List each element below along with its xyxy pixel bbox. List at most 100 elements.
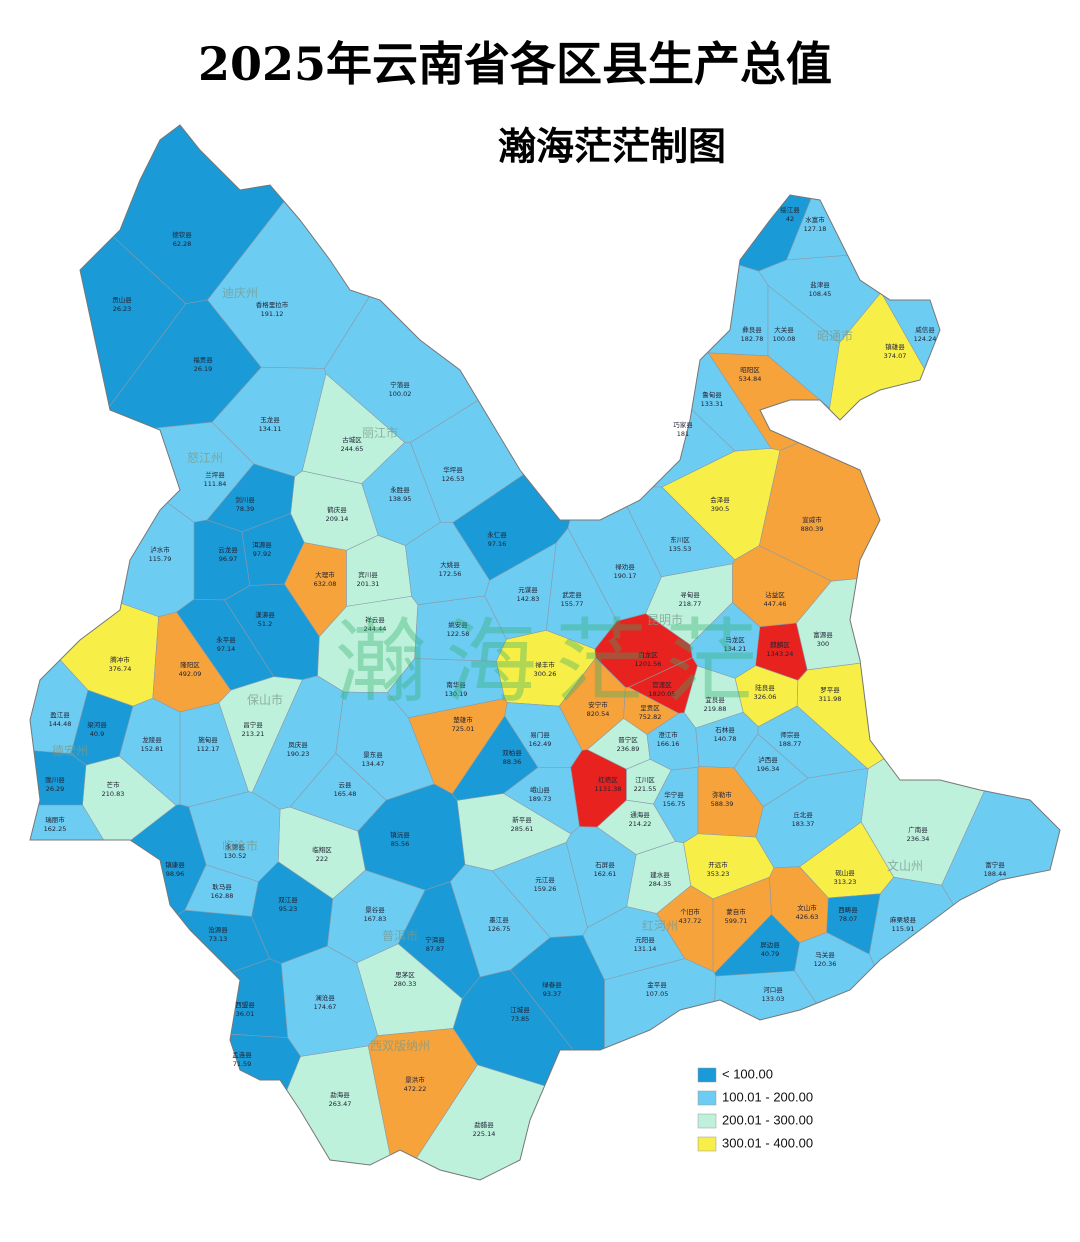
county-name: 寻甸县 bbox=[680, 590, 700, 599]
county-name: 巧家县 bbox=[673, 420, 693, 429]
county-name: 峨山县 bbox=[530, 785, 550, 794]
county-name: 漾濞县 bbox=[255, 610, 275, 619]
county-name: 勐海县 bbox=[330, 1090, 350, 1099]
county bbox=[491, 842, 588, 938]
county-value: 96.97 bbox=[219, 555, 238, 563]
county-value: 133.31 bbox=[701, 400, 724, 408]
county-value: 222 bbox=[316, 855, 328, 863]
county-name: 昌宁县 bbox=[243, 720, 263, 729]
county-value: 588.39 bbox=[711, 800, 734, 808]
county-value: 144.48 bbox=[49, 720, 72, 728]
county-name: 师宗县 bbox=[780, 730, 800, 739]
legend-swatch bbox=[697, 1067, 717, 1083]
county-value: 1201.56 bbox=[635, 660, 662, 668]
legend: < 100.00 100.01 - 200.00 200.01 - 300.00 30… bbox=[697, 1066, 813, 1152]
county-name: 昭阳区 bbox=[740, 365, 760, 374]
legend-swatch bbox=[697, 1113, 717, 1129]
county-name: 景谷县 bbox=[365, 905, 385, 914]
county-name: 施甸县 bbox=[198, 735, 218, 744]
county-name: 宾川县 bbox=[358, 570, 378, 579]
county-name: 华宁县 bbox=[664, 790, 684, 799]
county-name: 勐腊县 bbox=[474, 1120, 494, 1129]
county bbox=[30, 1025, 301, 1180]
county bbox=[551, 205, 769, 357]
county-value: 326.06 bbox=[754, 693, 777, 701]
county-value: 165.48 bbox=[334, 790, 357, 798]
county-value: 374.07 bbox=[884, 352, 907, 360]
county-value: 159.26 bbox=[534, 885, 557, 893]
county-value: 1343.24 bbox=[767, 650, 794, 658]
county-name: 祥云县 bbox=[365, 615, 385, 624]
county-value: 78.07 bbox=[839, 915, 858, 923]
county bbox=[594, 613, 693, 688]
county-name: 通海县 bbox=[630, 810, 650, 819]
county-value: 126.53 bbox=[442, 475, 465, 483]
county-name: 双柏县 bbox=[502, 748, 522, 757]
county-value: 181 bbox=[677, 430, 689, 438]
county-name: 澜沧县 bbox=[315, 993, 335, 1002]
county-name: 兰坪县 bbox=[205, 470, 225, 479]
county-value: 78.39 bbox=[236, 505, 255, 513]
county-value: 134.11 bbox=[259, 425, 282, 433]
county-value: 97.16 bbox=[488, 540, 507, 548]
county-value: 236.89 bbox=[617, 745, 640, 753]
county bbox=[346, 534, 412, 607]
county-value: 73.13 bbox=[209, 935, 228, 943]
prefecture-label: 普洱市 bbox=[382, 928, 418, 943]
county-value: 134.21 bbox=[724, 645, 747, 653]
county bbox=[626, 841, 692, 914]
county-name: 东川区 bbox=[670, 535, 690, 544]
county-value: 167.83 bbox=[364, 915, 387, 923]
county-name: 古城区 bbox=[342, 435, 362, 444]
county-name: 鲁甸县 bbox=[702, 390, 722, 399]
watermark: 瀚海茫茫 bbox=[335, 609, 775, 716]
county-value: 100.08 bbox=[773, 335, 796, 343]
county-name: 元阳县 bbox=[635, 935, 655, 944]
county bbox=[880, 125, 1060, 557]
county-name: 蒙自市 bbox=[726, 907, 746, 916]
prefecture-label: 临沧市 bbox=[222, 838, 258, 853]
county-name: 永胜县 bbox=[390, 485, 410, 494]
labels: 德钦县62.28贡山县26.23福贡县26.19香格里拉市191.12兰坪县11… bbox=[44, 205, 1007, 1138]
county-value: 447.46 bbox=[764, 600, 787, 608]
county bbox=[794, 932, 999, 1180]
county-name: 砚山县 bbox=[835, 868, 855, 877]
county-value: 244.65 bbox=[341, 445, 364, 453]
county-value: 300.26 bbox=[534, 670, 557, 678]
county-name: 弥勒市 bbox=[712, 790, 732, 799]
county-value: 130.52 bbox=[224, 852, 247, 860]
county-name: 镇沅县 bbox=[390, 830, 410, 839]
county-name: 凤庆县 bbox=[288, 740, 308, 749]
county-name: 香格里拉市 bbox=[256, 300, 289, 309]
county-value: 124.24 bbox=[914, 335, 937, 343]
county-name: 建水县 bbox=[650, 870, 670, 879]
county-name: 永德县 bbox=[225, 842, 245, 851]
county-value: 218.77 bbox=[679, 600, 702, 608]
county-value: 182.78 bbox=[741, 335, 764, 343]
county-name: 武定县 bbox=[562, 590, 582, 599]
county-value: 111.84 bbox=[204, 480, 227, 488]
county-name: 龙陵县 bbox=[142, 735, 162, 744]
county-name: 麒麟区 bbox=[770, 640, 790, 649]
county-name: 楚雄市 bbox=[453, 715, 473, 724]
county-name: 双江县 bbox=[278, 896, 298, 904]
county-value: 376.74 bbox=[109, 665, 132, 673]
county bbox=[30, 804, 113, 1062]
county-value: 390.5 bbox=[711, 505, 730, 513]
county bbox=[179, 702, 249, 808]
county bbox=[84, 958, 289, 1038]
county-name: 永平县 bbox=[216, 635, 236, 644]
county-name: 大理市 bbox=[315, 570, 335, 579]
county-value: 820.54 bbox=[587, 710, 610, 718]
county-value: 26.29 bbox=[46, 785, 65, 793]
county-value: 122.58 bbox=[447, 630, 470, 638]
prefecture-label: 丽江市 bbox=[362, 425, 398, 440]
county-name: 镇康县 bbox=[165, 860, 185, 869]
county-name: 会泽县 bbox=[710, 495, 730, 504]
county-name: 永仁县 bbox=[487, 530, 507, 539]
subtitle: 瀚海茫茫制图 bbox=[498, 124, 726, 169]
county-value: 133.03 bbox=[762, 995, 785, 1003]
county-value: 115.79 bbox=[149, 555, 172, 563]
county-value: 280.33 bbox=[394, 980, 417, 988]
